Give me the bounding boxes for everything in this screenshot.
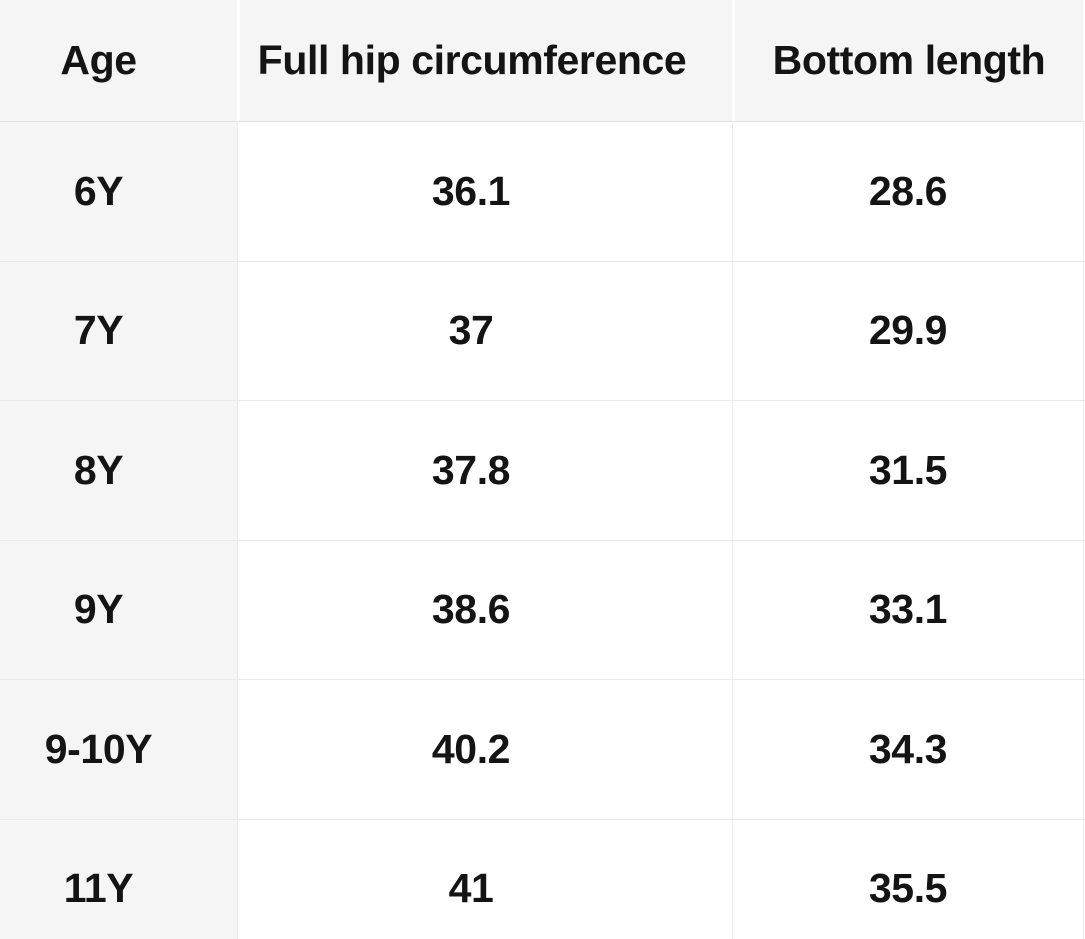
column-header-age: Age xyxy=(0,0,237,122)
full-hip-cell: 41 xyxy=(237,819,732,939)
bottom-length-cell: 29.9 xyxy=(732,261,1083,401)
table-row: 9Y 38.6 33.1 xyxy=(0,540,1085,680)
clipped-cell xyxy=(1083,540,1085,680)
table-row: 8Y 37.8 31.5 xyxy=(0,401,1085,541)
age-cell: 6Y xyxy=(0,122,237,262)
bottom-length-cell: 31.5 xyxy=(732,401,1083,541)
table-row: 6Y 36.1 28.6 xyxy=(0,122,1085,262)
bottom-length-cell: 34.3 xyxy=(732,680,1083,820)
clipped-cell xyxy=(1083,122,1085,262)
header-row: Age Full hip circumference Bottom length xyxy=(0,0,1085,122)
full-hip-cell: 36.1 xyxy=(237,122,732,262)
full-hip-cell: 40.2 xyxy=(237,680,732,820)
table-row: 11Y 41 35.5 xyxy=(0,819,1085,939)
age-cell: 9-10Y xyxy=(0,680,237,820)
age-cell: 7Y xyxy=(0,261,237,401)
table-row: 9-10Y 40.2 34.3 xyxy=(0,680,1085,820)
age-cell: 8Y xyxy=(0,401,237,541)
column-header-clipped xyxy=(1083,0,1085,122)
bottom-length-cell: 28.6 xyxy=(732,122,1083,262)
clipped-cell xyxy=(1083,401,1085,541)
age-cell: 11Y xyxy=(0,819,237,939)
clipped-cell xyxy=(1083,261,1085,401)
clipped-cell xyxy=(1083,819,1085,939)
column-header-bottom-length: Bottom length xyxy=(732,0,1083,122)
full-hip-cell: 38.6 xyxy=(237,540,732,680)
table-row: 7Y 37 29.9 xyxy=(0,261,1085,401)
bottom-length-cell: 33.1 xyxy=(732,540,1083,680)
full-hip-cell: 37 xyxy=(237,261,732,401)
age-cell: 9Y xyxy=(0,540,237,680)
full-hip-cell: 37.8 xyxy=(237,401,732,541)
column-header-full-hip-circumference: Full hip circumference xyxy=(237,0,732,122)
bottom-length-cell: 35.5 xyxy=(732,819,1083,939)
clipped-cell xyxy=(1083,680,1085,820)
